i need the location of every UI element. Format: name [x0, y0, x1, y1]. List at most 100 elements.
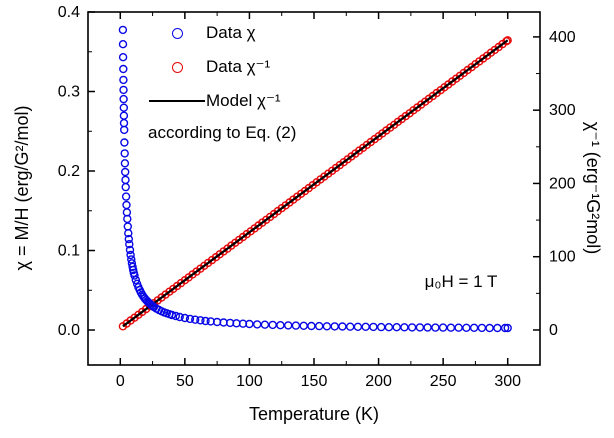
- data-point: [407, 323, 417, 332]
- data-point: [128, 262, 137, 271]
- data-point: [369, 322, 378, 332]
- data-point: [123, 222, 133, 231]
- legend-label: Model χ⁻¹: [206, 91, 281, 110]
- data-point: [124, 228, 133, 238]
- right-y-tick-label: 400: [549, 29, 576, 46]
- data-point: [167, 310, 177, 320]
- data-point: [118, 40, 128, 49]
- data-point: [119, 85, 128, 95]
- data-point: [118, 53, 128, 62]
- data-point: [361, 322, 370, 331]
- left-y-tick-label: 0.1: [58, 243, 80, 260]
- data-point: [338, 322, 347, 331]
- data-point: [190, 315, 200, 324]
- data-point: [503, 323, 512, 333]
- data-point: [307, 321, 316, 331]
- data-point: [119, 64, 128, 74]
- data-point: [431, 323, 440, 332]
- data-point: [462, 323, 471, 332]
- data-point: [415, 323, 425, 332]
- data-point: [330, 322, 339, 331]
- x-axis-title: Temperature (K): [248, 404, 380, 424]
- model-line: [122, 39, 509, 328]
- data-point: [180, 313, 190, 323]
- data-point: [131, 275, 141, 285]
- open-circle-marker-icon: [171, 61, 183, 73]
- left-y-tick-label: 0.3: [58, 84, 80, 101]
- data-point: [120, 138, 129, 147]
- legend: Data χ Data χ⁻¹ Model χ⁻¹ according to E…: [148, 16, 296, 148]
- data-point: [503, 36, 512, 45]
- right-y-tick-label: 200: [549, 175, 576, 192]
- data-point: [322, 322, 332, 331]
- data-point: [118, 25, 128, 35]
- data-point: [477, 323, 487, 333]
- x-tick-label: 300: [494, 373, 521, 390]
- left-y-tick-label: 0.0: [58, 322, 80, 339]
- data-point: [185, 314, 195, 324]
- right-y-tick-label: 100: [549, 249, 576, 266]
- right-y-tick-label: 300: [549, 102, 576, 119]
- data-point: [121, 192, 131, 201]
- data-point: [284, 321, 293, 330]
- x-tick-label: 100: [236, 373, 263, 390]
- legend-label: Data χ⁻¹: [206, 57, 271, 76]
- data-point: [119, 103, 129, 112]
- data-point: [121, 175, 130, 185]
- data-point: [119, 94, 128, 104]
- legend-item-data-inverse-chi: Data χ⁻¹: [148, 50, 296, 84]
- data-point: [175, 312, 184, 322]
- data-point: [245, 319, 254, 329]
- data-point: [485, 323, 494, 333]
- data-point: [125, 245, 135, 255]
- data-point: [171, 311, 181, 321]
- data-point: [423, 323, 432, 332]
- data-point: [119, 75, 128, 85]
- x-tick-label: 50: [176, 373, 194, 390]
- data-point: [268, 320, 277, 330]
- data-point: [315, 321, 324, 331]
- x-tick-label: 150: [301, 373, 328, 390]
- data-point: [260, 320, 270, 329]
- data-point: [353, 322, 363, 331]
- data-point: [493, 323, 502, 333]
- data-point: [122, 200, 131, 210]
- data-point: [119, 125, 129, 135]
- data-point: [291, 321, 301, 330]
- right-y-tick-label: 0: [549, 322, 558, 339]
- data-point: [392, 323, 401, 332]
- legend-label: Data χ: [206, 23, 256, 42]
- data-point: [253, 320, 262, 329]
- data-point: [119, 111, 129, 120]
- x-tick-label: 250: [430, 373, 457, 390]
- data-point: [125, 239, 134, 249]
- x-tick-label: 0: [116, 373, 125, 390]
- data-point: [400, 323, 409, 332]
- data-point: [438, 323, 448, 332]
- left-y-axis-title: χ = M/H (erg/G²/mol): [12, 105, 32, 271]
- data-point: [377, 322, 386, 332]
- data-point: [120, 149, 129, 158]
- data-point: [196, 316, 205, 325]
- data-point: [500, 323, 510, 333]
- data-point: [201, 316, 210, 326]
- field-annotation: μ₀H = 1 T: [424, 272, 498, 291]
- plot-frame: [87, 11, 541, 366]
- data-point: [130, 271, 139, 280]
- data-point: [120, 167, 130, 177]
- data-point: [119, 118, 129, 128]
- data-point: [276, 321, 285, 330]
- left-y-tick-label: 0.4: [58, 4, 80, 21]
- legend-item-model: Model χ⁻¹: [148, 84, 296, 118]
- left-y-tick-label: 0.2: [58, 163, 80, 180]
- data-point: [120, 159, 130, 168]
- right-y-axis-title: χ⁻¹ (erg⁻¹G²mol): [583, 121, 603, 255]
- data-point: [384, 323, 394, 332]
- data-point: [121, 182, 130, 192]
- data-point: [454, 323, 463, 332]
- line-marker-icon: [149, 100, 205, 102]
- data-point: [446, 323, 456, 332]
- data-point: [124, 234, 134, 244]
- x-tick-label: 200: [365, 373, 392, 390]
